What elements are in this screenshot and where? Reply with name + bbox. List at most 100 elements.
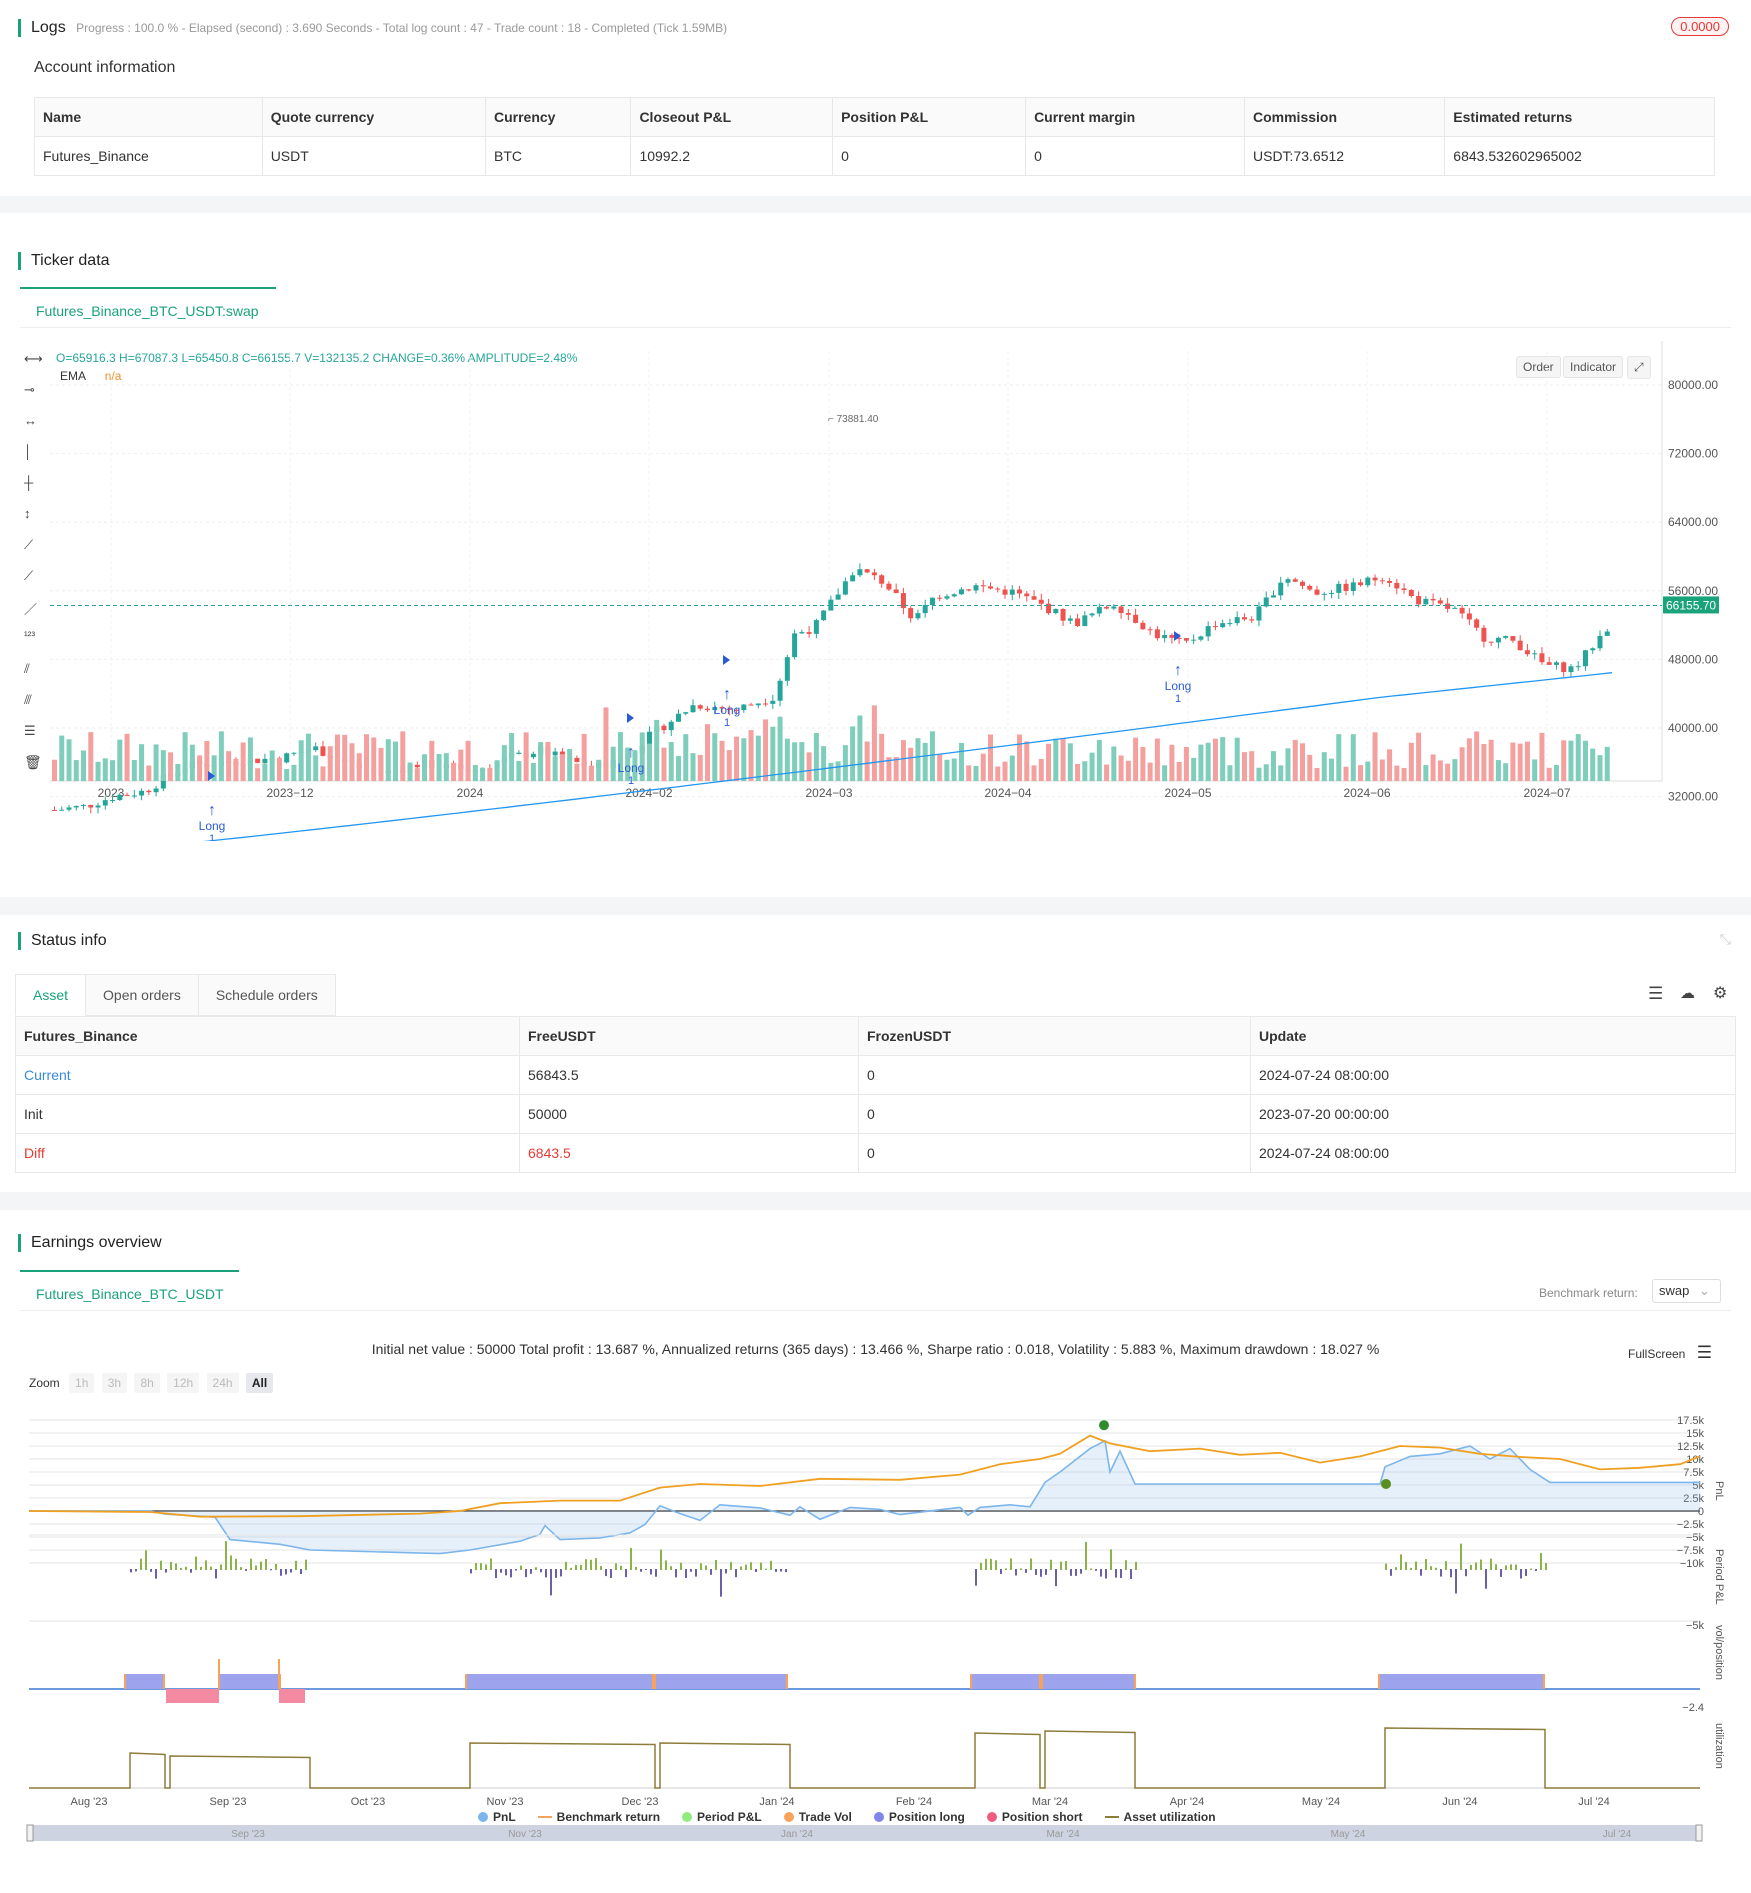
volume-bar: [443, 753, 449, 781]
period-bar: [685, 1569, 687, 1579]
tab-schedule-orders[interactable]: Schedule orders: [198, 974, 336, 1016]
benchmark-select[interactable]: swap ⌄: [1652, 1279, 1721, 1303]
candle-body: [1503, 636, 1509, 638]
legend-item[interactable]: Benchmark return: [537, 1810, 660, 1824]
volume-bar: [538, 742, 544, 781]
order-button[interactable]: Order: [1516, 356, 1561, 378]
period-bar: [580, 1564, 582, 1570]
volume-bar: [639, 732, 645, 781]
horizontal-line-tool-icon[interactable]: ⟷: [24, 351, 43, 366]
candle-body: [763, 703, 769, 705]
tab-open-orders[interactable]: Open orders: [86, 974, 199, 1016]
candle-body: [770, 700, 776, 704]
period-bar: [565, 1561, 567, 1570]
candle-body: [1568, 666, 1574, 673]
vertical-line-tool-icon[interactable]: │: [24, 444, 33, 459]
legend-item[interactable]: Period P&L: [682, 1810, 762, 1824]
tab-asset[interactable]: Asset: [15, 974, 87, 1016]
volume-bar: [1220, 737, 1226, 781]
zoom-24h-button[interactable]: 24h: [206, 1373, 239, 1393]
tab-underline: [20, 1310, 1731, 1311]
volume-bar: [581, 733, 587, 781]
cross-line-tool-icon[interactable]: ┼: [24, 475, 34, 490]
status-title: Status info: [18, 932, 107, 950]
x-tick-label: Jun '24: [1442, 1796, 1477, 1808]
earnings-chart[interactable]: 17.5k15k12.5k10k7.5k5k2.5k0−2.5k−5k−7.5k…: [0, 1403, 1751, 1843]
volume-bar: [1183, 746, 1189, 781]
tab-ticker-symbol[interactable]: Futures_Binance_BTC_USDT:swap: [20, 287, 276, 331]
horizontal-ray-tool-icon[interactable]: ⊸: [24, 382, 35, 397]
zoom-3h-button[interactable]: 3h: [101, 1373, 128, 1393]
tab-earnings-symbol[interactable]: Futures_Binance_BTC_USDT: [20, 1270, 239, 1314]
volume-bar: [1169, 744, 1175, 781]
candle-body: [1307, 585, 1313, 590]
volume-bar: [1517, 743, 1523, 781]
candlestick-chart[interactable]: 80000.00 72000.00 64000.00 56000.00 48000.00…: [0, 341, 1751, 841]
trade-vol-bar: [1378, 1674, 1380, 1689]
gear-icon[interactable]: ⚙: [1713, 985, 1728, 1002]
fullscreen-button[interactable]: FullScreen ☰: [1628, 1343, 1712, 1362]
volume-group: [52, 705, 1610, 781]
candle-body: [1017, 589, 1023, 594]
period-bar: [1085, 1542, 1087, 1570]
account-row: Futures_Binance USDT BTC 10992.2 0 0 USD…: [34, 136, 1715, 176]
list-icon[interactable]: ☰: [1648, 984, 1664, 1003]
cloud-download-icon[interactable]: ☁: [1680, 985, 1695, 1002]
volume-bar: [1459, 747, 1465, 781]
volume-bar: [334, 734, 340, 781]
position-short-block: [279, 1689, 305, 1703]
pnl-tick-label: −7.5k: [1677, 1545, 1705, 1557]
volume-bar: [255, 768, 261, 781]
candle-body: [1423, 598, 1429, 605]
pnl-tick-label: −10k: [1680, 1558, 1705, 1570]
candle-body: [262, 758, 268, 763]
ray-tool-icon[interactable]: ⟋: [24, 568, 34, 583]
zoom-1h-button[interactable]: 1h: [69, 1373, 95, 1393]
candle-body: [95, 805, 101, 808]
legend-marker-icon: [682, 1812, 693, 1822]
price-label-tool-icon[interactable]: ¹²³: [24, 630, 35, 642]
legend-item[interactable]: Position short: [986, 1810, 1083, 1824]
volume-bar: [588, 765, 594, 781]
y-tick-label: 48000.00: [1668, 652, 1718, 666]
volume-bar: [770, 726, 776, 781]
volume-bar: [168, 752, 174, 781]
candle-body: [835, 594, 841, 600]
trash-icon[interactable]: 🗑: [24, 754, 42, 770]
volume-bar: [1575, 734, 1581, 781]
zoom-8h-button[interactable]: 8h: [134, 1373, 160, 1393]
vertical-segment-tool-icon[interactable]: ↕: [24, 506, 31, 521]
indicator-button[interactable]: Indicator: [1563, 356, 1624, 378]
candle-body: [1169, 635, 1175, 638]
candle-body: [973, 585, 979, 591]
candle-body: [1350, 582, 1356, 591]
parallel-channel-tool-icon[interactable]: ⫽: [24, 661, 30, 676]
volume-bar: [1270, 751, 1276, 781]
zoom-12h-button[interactable]: 12h: [167, 1373, 200, 1393]
legend-item[interactable]: Position long: [873, 1810, 965, 1824]
legend-item[interactable]: PnL: [478, 1810, 516, 1824]
high-price-label: ⌐ 73881.40: [828, 414, 879, 425]
x-tick-label: 2024−04: [984, 786, 1031, 800]
expand-icon[interactable]: ⤢: [1627, 356, 1651, 379]
fib-retracement-tool-icon[interactable]: ☰: [24, 723, 36, 738]
volume-bar: [1096, 739, 1102, 781]
candle-body: [1249, 619, 1255, 621]
zoom-all-button[interactable]: All: [245, 1373, 274, 1393]
segment-tool-icon[interactable]: ／: [24, 602, 38, 617]
legend-item[interactable]: Asset utilization: [1104, 1810, 1216, 1824]
trend-line-tool-icon[interactable]: ⟋: [24, 537, 34, 552]
extended-line-tool-icon[interactable]: ↔: [24, 413, 37, 428]
candle-body: [52, 809, 57, 811]
volume-bar: [552, 756, 558, 781]
legend-item[interactable]: Trade Vol: [783, 1810, 852, 1824]
pitchfork-tool-icon[interactable]: ⫻: [24, 692, 32, 707]
period-bar: [525, 1569, 527, 1578]
volume-bar: [1329, 758, 1335, 781]
x-tick-label: Mar '24: [1032, 1796, 1068, 1808]
volume-bar: [828, 762, 834, 781]
period-bar: [630, 1547, 632, 1570]
candle-body: [1075, 618, 1081, 627]
collapse-icon[interactable]: ⤡: [1719, 931, 1731, 947]
navigator-tick-label: Sep '23: [231, 1829, 265, 1840]
